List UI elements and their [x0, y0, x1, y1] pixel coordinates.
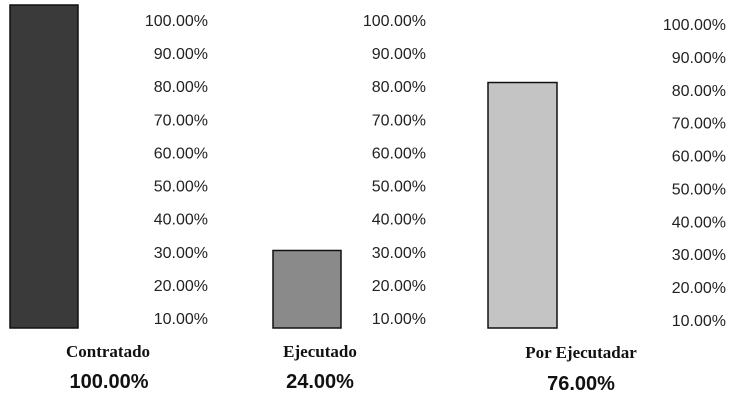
- tick-label: 20.00%: [672, 280, 726, 297]
- tick-label: 40.00%: [672, 214, 726, 231]
- tick-label: 10.00%: [672, 313, 726, 330]
- bar-ejecutado: [272, 249, 342, 329]
- category-label: Ejecutado: [283, 342, 357, 361]
- tick-label: 10.00%: [372, 311, 426, 328]
- tick-label: 70.00%: [154, 112, 208, 129]
- tick-label: 20.00%: [372, 278, 426, 295]
- tick-label: 30.00%: [672, 247, 726, 264]
- tick-label: 100.00%: [363, 13, 426, 30]
- tick-label: 30.00%: [154, 245, 208, 262]
- tick-label: 70.00%: [372, 112, 426, 129]
- chart-2: 10.00% 20.00% 30.00% 40.00% 50.00% 60.00% 70.0…: [272, 13, 426, 393]
- tick-label: 80.00%: [372, 79, 426, 96]
- tick-label: 80.00%: [672, 83, 726, 100]
- tick-label: 50.00%: [672, 181, 726, 198]
- tick-label: 60.00%: [372, 145, 426, 162]
- tick-label: 30.00%: [372, 245, 426, 262]
- bar-por-ejecutadar: [487, 81, 558, 329]
- chart-3: 10.00% 20.00% 30.00% 40.00% 50.00% 60.00% 70.0…: [487, 17, 726, 395]
- tick-label: 100.00%: [145, 13, 208, 30]
- tick-label: 20.00%: [154, 278, 208, 295]
- tick-label: 80.00%: [154, 79, 208, 96]
- value-label: 24.00%: [286, 371, 354, 393]
- value-label: 76.00%: [547, 373, 615, 395]
- tick-label: 90.00%: [154, 46, 208, 63]
- tick-label: 10.00%: [154, 311, 208, 328]
- chart-1: 10.00% 20.00% 30.00% 40.00% 50.00% 60.00% 70.0…: [9, 4, 208, 393]
- value-label: 100.00%: [70, 371, 149, 393]
- tick-label: 60.00%: [672, 149, 726, 166]
- tick-label: 50.00%: [154, 179, 208, 196]
- bar-contratado: [9, 4, 79, 329]
- tick-label: 40.00%: [154, 212, 208, 229]
- category-label: Por Ejecutadar: [525, 343, 637, 362]
- tick-label: 70.00%: [672, 116, 726, 133]
- tick-label: 100.00%: [663, 17, 726, 34]
- tick-label: 60.00%: [154, 145, 208, 162]
- tick-label: 40.00%: [372, 212, 426, 229]
- category-label: Contratado: [66, 342, 150, 361]
- tick-label: 90.00%: [372, 46, 426, 63]
- tick-label: 50.00%: [372, 179, 426, 196]
- tick-label: 90.00%: [672, 50, 726, 67]
